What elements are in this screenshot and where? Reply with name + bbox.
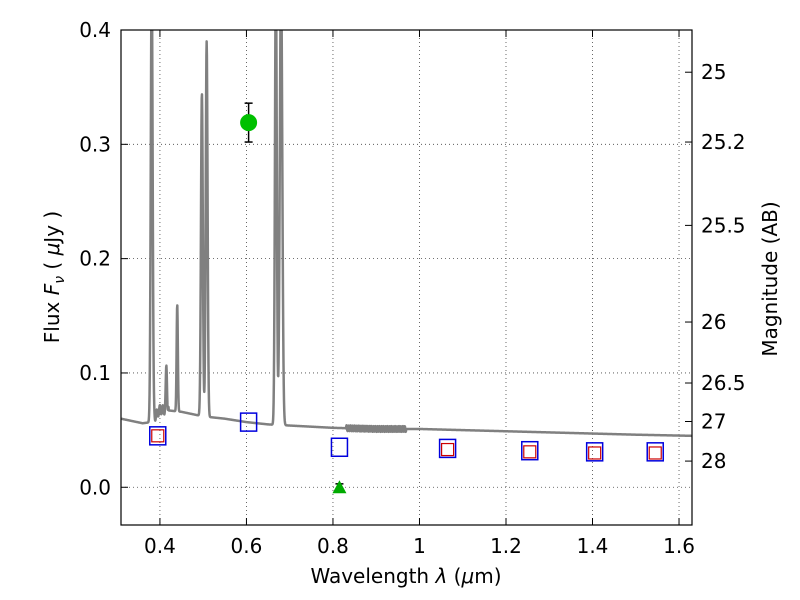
model-phot-square: [521, 440, 539, 461]
x-tick-label: 1.6: [663, 534, 695, 558]
x-tick-label: 0.4: [144, 534, 176, 558]
model-phot-square: [438, 438, 457, 459]
y-axis-label: Flux Fν ( μJy ): [40, 211, 68, 343]
model-phot-square-small: [440, 442, 455, 457]
model-phot-square: [585, 442, 604, 462]
ticks: 0.4 0.6 0.8 1 1.2 1.4 1.6 0.0 0.1 0.2 0.3 0.4 25 25.2…: [79, 18, 745, 558]
x-tick-label: 1: [413, 534, 426, 558]
y-tick-label: 0.0: [79, 475, 111, 499]
mag-tick-label: 27: [701, 409, 726, 433]
x-tick-label: 0.6: [231, 534, 263, 558]
x-tick-label: 0.8: [317, 534, 349, 558]
model-phot-square: [239, 412, 258, 432]
model-phot-square: [149, 426, 167, 446]
plot-frame: [120, 29, 693, 526]
y-tick-label: 0.2: [79, 247, 111, 271]
model-phot-square-small: [523, 445, 537, 459]
mag-tick-label: 26.5: [701, 371, 746, 395]
model-spectrum-layer: [121, 30, 692, 438]
upper-limit-point: [332, 480, 347, 494]
plot-area: [121, 30, 692, 494]
model-phot-square: [330, 437, 349, 458]
y2-axis-label: Magnitude (AB): [758, 201, 782, 356]
model-spectrum-line: [121, 30, 692, 438]
y-tick-label: 0.4: [79, 18, 111, 42]
mag-tick-label: 25: [701, 60, 726, 84]
model-phot-square: [646, 442, 664, 462]
x-axis-label: Wavelength λ (μm): [310, 564, 501, 588]
model-phot-square-small: [648, 446, 662, 460]
mag-tick-label: 28: [701, 449, 726, 473]
y-tick-label: 0.1: [79, 361, 111, 385]
marker-layer: [149, 102, 664, 494]
model-phot-square-small: [588, 446, 602, 460]
x-tick-label: 1.2: [490, 534, 522, 558]
model-phot-square-small: [151, 429, 165, 443]
x-tick-label: 1.4: [577, 534, 609, 558]
mag-tick-label: 25.2: [701, 130, 746, 154]
detection-point: [240, 114, 258, 132]
mag-tick-label: 25.5: [701, 213, 746, 237]
y-tick-label: 0.3: [79, 132, 111, 156]
mag-tick-label: 26: [701, 310, 726, 334]
